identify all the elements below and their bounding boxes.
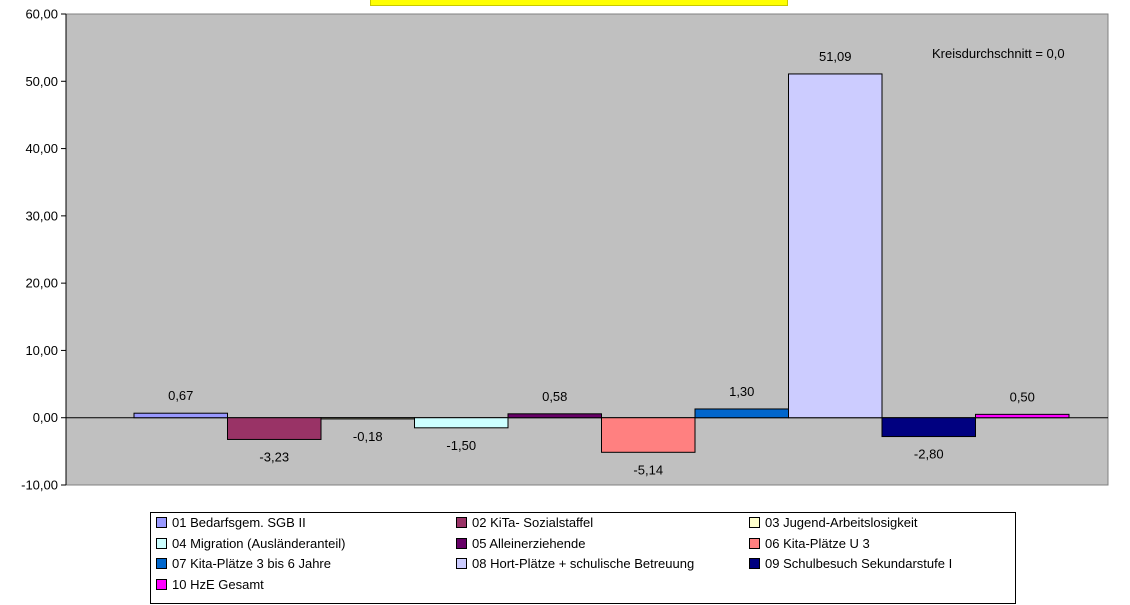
legend-item-8: 08 Hort-Plätze + schulische Betreuung: [456, 556, 694, 571]
bar-4: [414, 417, 509, 429]
data-label-7: 1,30: [729, 384, 754, 399]
bar-7: [694, 408, 789, 419]
bar-8: [788, 73, 883, 419]
legend-item-4: 04 Migration (Ausländeranteil): [156, 536, 345, 551]
legend-item-6: 06 Kita-Plätze U 3: [749, 536, 870, 551]
legend-label: 02 KiTa- Sozialstaffel: [472, 515, 594, 530]
bar-10: [975, 413, 1070, 419]
legend-swatch: [749, 517, 760, 528]
y-tick-label: 60,00: [25, 7, 58, 22]
legend-swatch: [456, 558, 467, 569]
bar-9: [881, 417, 976, 438]
y-tick-label: 40,00: [25, 141, 58, 156]
y-tick-label: 20,00: [25, 276, 58, 291]
bar-6: [601, 417, 696, 453]
legend-swatch: [749, 537, 760, 549]
data-label-3: -0,18: [353, 429, 383, 444]
y-tick-label: 50,00: [25, 74, 58, 89]
bar-1: [133, 412, 228, 419]
y-tick-label: 30,00: [25, 208, 58, 223]
bar-5: [507, 413, 602, 419]
data-label-6: -5,14: [633, 462, 663, 477]
y-tick-label: 10,00: [25, 343, 58, 358]
bars: [133, 73, 1070, 453]
legend-swatch: [156, 558, 167, 569]
data-labels: 0,67 -3,23 -0,18 -1,50 0,58 -5,14 1,30 51,09 -2,…: [168, 49, 1035, 477]
legend-label: 09 Schulbesuch Sekundarstufe I: [765, 556, 953, 571]
legend-item-3: 03 Jugend-Arbeitslosigkeit: [749, 515, 917, 530]
legend-swatch: [456, 537, 467, 549]
data-label-9: -2,80: [914, 447, 944, 462]
data-label-5: 0,58: [542, 389, 567, 404]
legend-label: 08 Hort-Plätze + schulische Betreuung: [472, 556, 695, 571]
legend-swatch: [156, 517, 167, 528]
chart-annotation: Kreisdurchschnitt = 0,0: [932, 46, 1065, 61]
data-label-2: -3,23: [259, 449, 289, 464]
legend-swatch: [456, 517, 467, 528]
legend-label: 04 Migration (Ausländeranteil): [172, 535, 346, 551]
legend-item-7: 07 Kita-Plätze 3 bis 6 Jahre: [156, 556, 331, 571]
legend-item-1: 01 Bedarfsgem. SGB II: [156, 515, 306, 530]
legend-label: 05 Alleinerziehende: [472, 535, 586, 551]
bar-chart: 60,00 50,00 40,00 30,00 20,00 10,00 0,00 -10,00…: [21, 7, 1109, 493]
legend-label: 07 Kita-Plätze 3 bis 6 Jahre: [172, 556, 331, 571]
data-label-1: 0,67: [168, 388, 193, 403]
legend-item-5: 05 Alleinerziehende: [456, 536, 585, 551]
legend-label: 06 Kita-Plätze U 3: [765, 535, 870, 551]
legend-swatch: [156, 578, 167, 590]
y-axis: 60,00 50,00 40,00 30,00 20,00 10,00 0,00 -10,00: [21, 7, 1108, 493]
legend-item-9: 09 Schulbesuch Sekundarstufe I: [749, 556, 952, 571]
bar-2: [227, 417, 322, 440]
legend-label: 01 Bedarfsgem. SGB II: [172, 515, 306, 530]
bar-3: [320, 417, 415, 420]
legend-label: 10 HzE Gesamt: [172, 576, 264, 592]
legend-item-10: 10 HzE Gesamt: [156, 577, 264, 592]
plot-area: [65, 13, 1109, 486]
data-label-8: 51,09: [819, 49, 852, 64]
data-label-4: -1,50: [446, 438, 476, 453]
y-tick-label: -10,00: [21, 478, 58, 493]
chart-title-box: [370, 0, 788, 6]
legend-swatch: [156, 537, 167, 549]
legend-item-2: 02 KiTa- Sozialstaffel: [456, 515, 593, 530]
legend-label: 03 Jugend-Arbeitslosigkeit: [765, 515, 918, 530]
data-label-10: 0,50: [1010, 389, 1035, 404]
legend: 01 Bedarfsgem. SGB II 02 KiTa- Sozialstaf…: [150, 512, 1016, 604]
y-tick-label: 0,00: [33, 410, 58, 425]
legend-swatch: [749, 558, 760, 569]
